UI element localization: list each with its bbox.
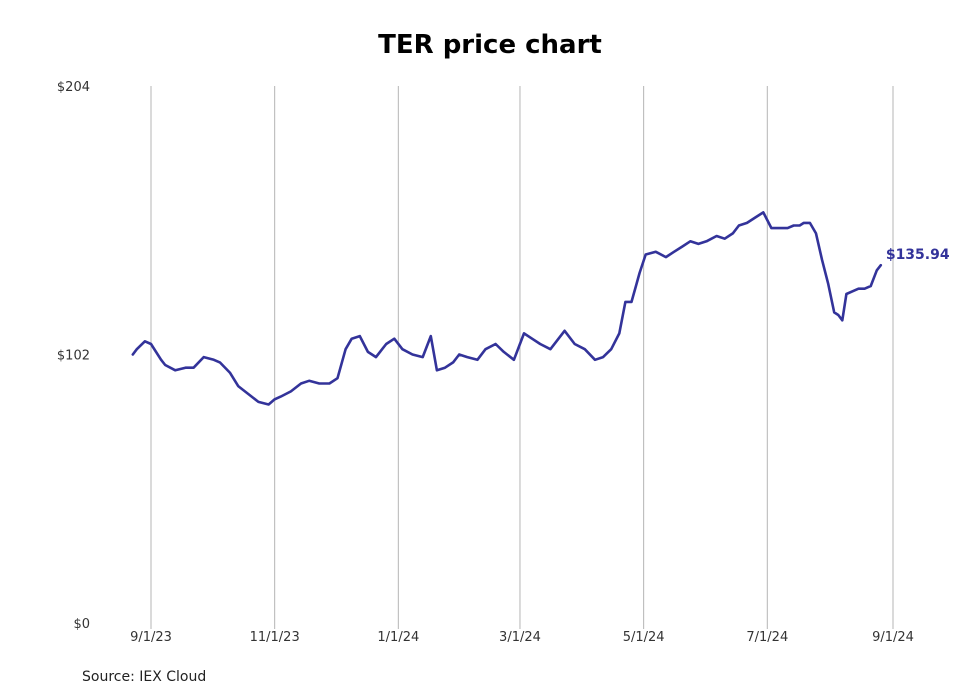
y-tick-label: $204 [57, 80, 90, 95]
x-axis: 9/1/23 11/1/23 1/1/24 3/1/24 5/1/24 7/1/24 9/1… [130, 630, 914, 645]
chart-title: TER price chart [378, 30, 602, 60]
x-tick-label: 1/1/24 [377, 630, 419, 645]
last-value-label: $135.94 [886, 247, 950, 263]
y-axis: $0 $102 $204 [57, 80, 90, 632]
x-tick-label: 7/1/24 [746, 630, 788, 645]
x-tick-label: 3/1/24 [499, 630, 541, 645]
x-tick-label: 5/1/24 [623, 630, 665, 645]
x-tick-label: 11/1/23 [250, 630, 300, 645]
y-tick-label: $102 [57, 349, 90, 364]
grid-lines [150, 86, 894, 629]
y-tick-label: $0 [73, 617, 90, 632]
source-note: Source: IEX Cloud [82, 669, 207, 685]
x-tick-label: 9/1/24 [872, 630, 914, 645]
series-line [131, 211, 883, 406]
series-layer: $135.94 [131, 211, 950, 406]
x-tick-label: 9/1/23 [130, 630, 172, 645]
